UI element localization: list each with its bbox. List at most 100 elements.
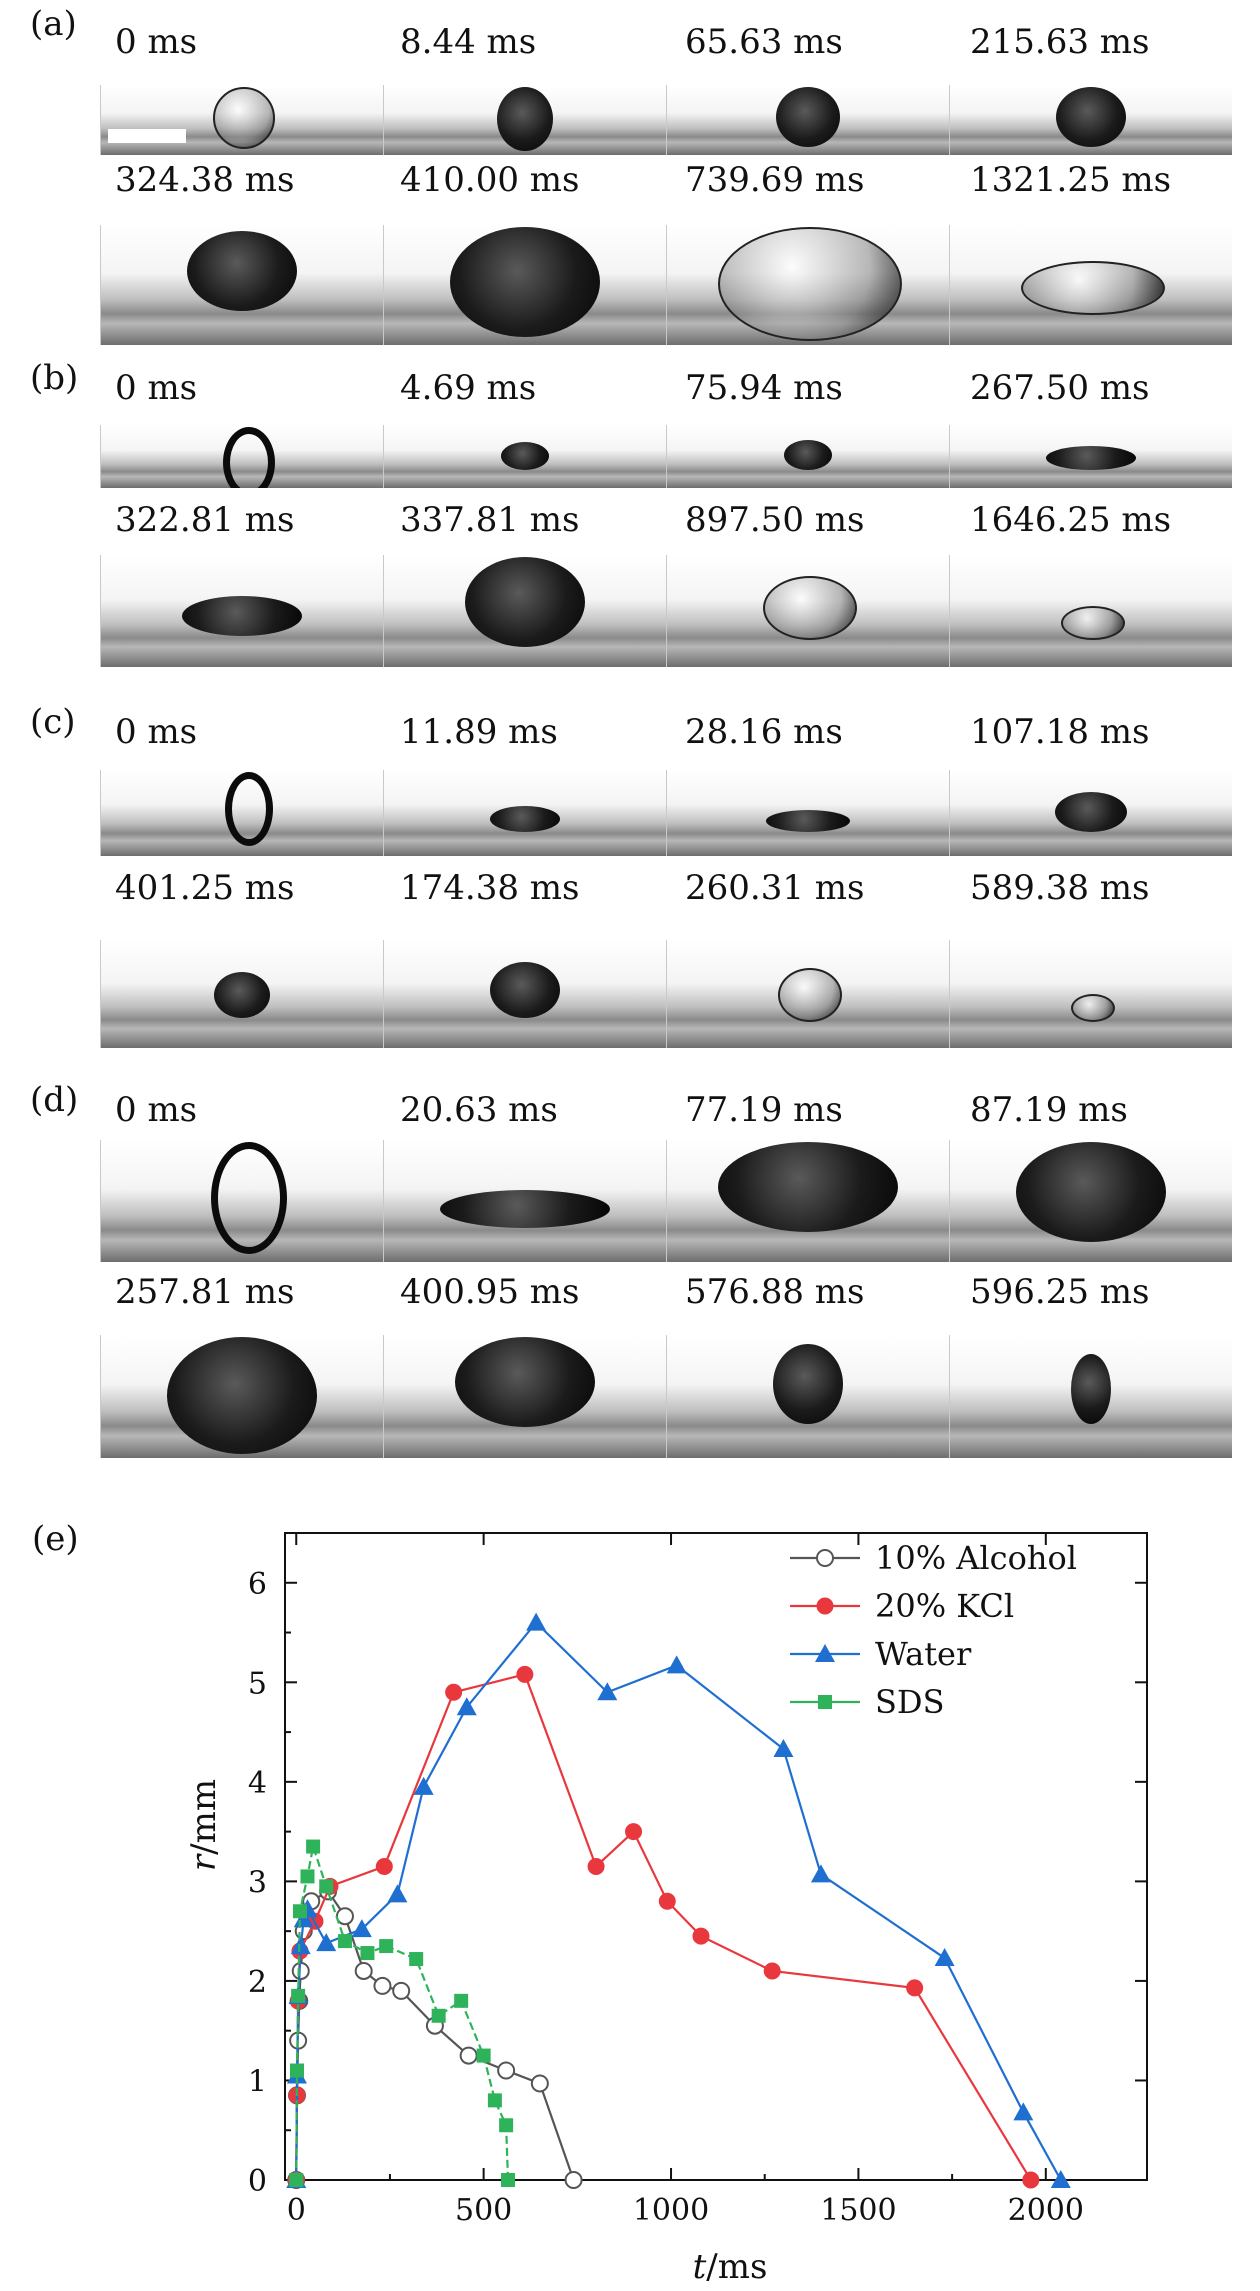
data-point (300, 1869, 315, 1884)
data-point (526, 1612, 547, 1631)
y-tick-label: 6 (248, 1567, 267, 1602)
droplet-frame (100, 425, 384, 488)
frame-time-label: 739.69 ms (685, 160, 865, 200)
frame-time-label: 267.50 ms (970, 368, 1150, 408)
data-point (587, 1857, 605, 1875)
droplet-shape (1016, 1142, 1166, 1242)
data-point (351, 1919, 372, 1938)
chart-panel-label: (e) (32, 1519, 79, 1559)
series-line (295, 1673, 1032, 2181)
droplet-shape (225, 772, 273, 846)
data-point (289, 2063, 304, 2078)
x-tick-label: 1500 (820, 2193, 896, 2228)
droplet-shape (1046, 446, 1136, 471)
frame-time-label: 4.69 ms (400, 368, 537, 408)
droplet-image-strip (100, 555, 1232, 667)
droplet-shape (490, 805, 560, 832)
droplet-frame (949, 555, 1232, 667)
droplet-frame (666, 425, 950, 488)
y-tick-label: 5 (248, 1666, 267, 1701)
y-tick-label: 1 (248, 2064, 267, 2099)
x-tick-label: 500 (455, 2193, 512, 2228)
droplet-shape (778, 967, 842, 1022)
frame-time-label: 215.63 ms (970, 22, 1150, 62)
scale-bar (108, 129, 186, 143)
droplet-shape (211, 1142, 287, 1254)
data-point (625, 1823, 643, 1841)
data-point (1050, 2170, 1071, 2188)
droplet-frame (100, 940, 384, 1048)
droplet-frame (100, 1335, 384, 1458)
frame-time-label: 410.00 ms (400, 160, 580, 200)
legend-marker (815, 1644, 835, 1662)
data-point (500, 2173, 515, 2187)
droplet-image-strip (100, 1140, 1232, 1262)
series-1 (287, 1665, 1040, 2189)
frame-time-label: 28.16 ms (685, 712, 843, 752)
frame-time-label: 8.44 ms (400, 22, 537, 62)
frame-time-label: 0 ms (115, 368, 198, 408)
droplet-shape (465, 557, 585, 647)
legend-marker (818, 1695, 832, 1709)
legend-marker (816, 1597, 834, 1615)
x-tick-label: 2000 (1008, 2193, 1084, 2228)
data-point (431, 2008, 446, 2023)
droplet-frame (100, 1140, 384, 1262)
droplet-frame (666, 1140, 950, 1262)
droplet-frame (949, 425, 1232, 488)
frame-time-label: 576.88 ms (685, 1272, 865, 1312)
data-point (316, 1933, 337, 1952)
legend-label: SDS (875, 1683, 945, 1721)
y-axis-label: r/mm (184, 1779, 224, 1871)
droplet-frame (666, 1335, 950, 1458)
droplet-shape (1071, 1353, 1111, 1424)
data-point (375, 1857, 393, 1875)
droplet-shape (450, 227, 600, 337)
y-tick-label: 2 (248, 1965, 267, 2000)
x-tick-label: 1000 (633, 2193, 709, 2228)
droplet-shape (223, 427, 275, 488)
frame-time-label: 324.38 ms (115, 160, 295, 200)
droplet-frame (949, 1335, 1232, 1458)
data-point (1022, 2171, 1040, 2189)
droplet-image-strip (100, 770, 1232, 856)
droplet-shape (776, 87, 840, 147)
droplet-image-strip (100, 940, 1232, 1048)
data-point (692, 1927, 710, 1945)
y-tick-label: 3 (248, 1865, 267, 1900)
droplet-frame (383, 940, 667, 1048)
droplet-frame (383, 1335, 667, 1458)
data-point (413, 1776, 434, 1795)
panel-label-c: (c) (30, 702, 76, 742)
droplet-shape (497, 87, 553, 151)
data-point (499, 2118, 514, 2133)
frame-time-label: 260.31 ms (685, 868, 865, 908)
droplet-shape (187, 231, 297, 312)
series-3 (289, 1839, 515, 2187)
droplet-shape (1056, 87, 1126, 147)
x-tick-label: 0 (287, 2193, 306, 2228)
frame-time-label: 596.25 ms (970, 1272, 1150, 1312)
droplet-frame (666, 225, 950, 345)
droplet-frame (949, 1140, 1232, 1262)
frame-time-label: 322.81 ms (115, 500, 295, 540)
droplet-shape (1021, 261, 1165, 316)
droplet-frame (383, 225, 667, 345)
droplet-frame (666, 555, 950, 667)
droplet-shape (455, 1337, 595, 1427)
data-point (810, 1864, 831, 1883)
data-point (337, 1934, 352, 1949)
droplet-frame (383, 555, 667, 667)
data-point (292, 1904, 307, 1919)
x-axis-label: t/ms (693, 2247, 768, 2287)
droplet-frame (949, 85, 1232, 155)
frame-time-label: 77.19 ms (685, 1090, 843, 1130)
droplet-frame (666, 770, 950, 856)
data-point (373, 1976, 392, 1995)
droplet-shape (1071, 993, 1115, 1022)
frame-time-label: 257.81 ms (115, 1272, 295, 1312)
droplet-frame (100, 555, 384, 667)
data-point (497, 2061, 516, 2080)
droplet-frame (666, 85, 950, 155)
droplet-shape (718, 1142, 898, 1232)
